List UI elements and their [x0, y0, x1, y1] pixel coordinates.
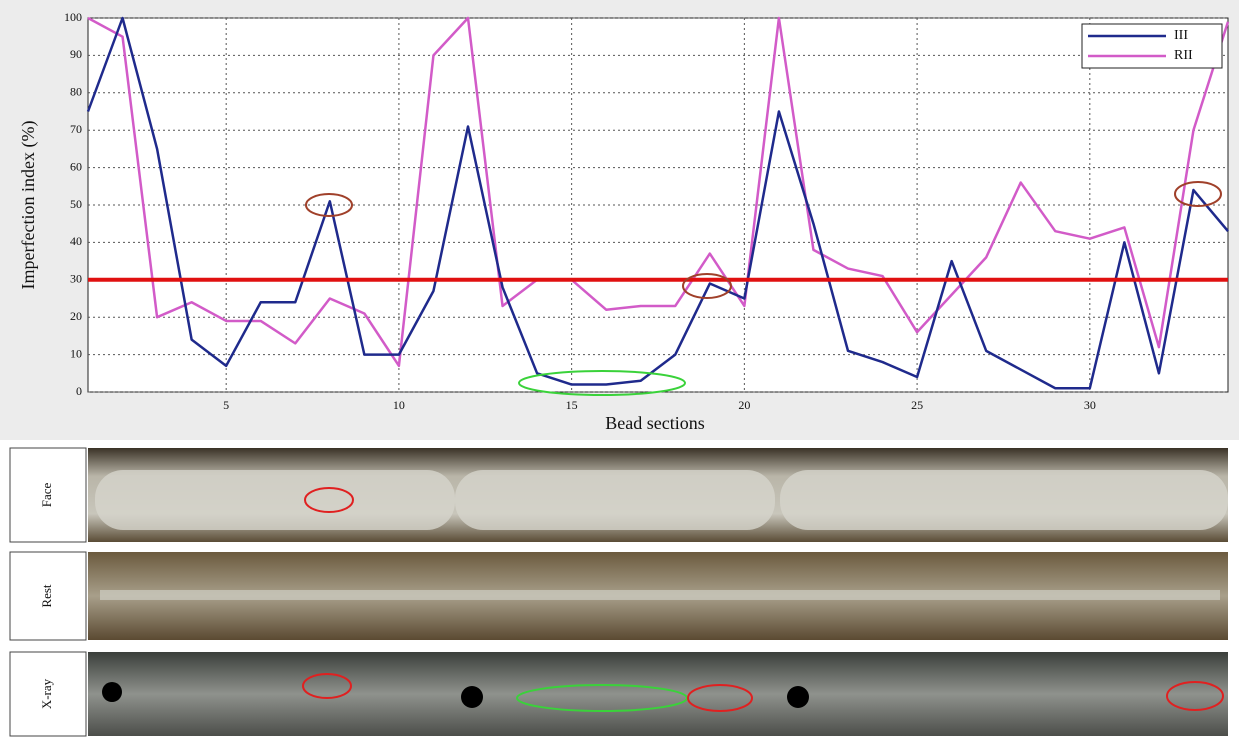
x-tick-label: 20: [738, 398, 750, 412]
weld-bead: [455, 470, 775, 530]
y-tick-label: 50: [70, 197, 82, 211]
y-tick-label: 90: [70, 47, 82, 61]
panel-label: Rest: [39, 584, 54, 608]
weld-root: [100, 590, 1220, 600]
photo-panels: Face Rest X-ray: [10, 448, 1228, 736]
hole: [787, 686, 809, 708]
photo: [88, 652, 1228, 736]
y-tick-label: 100: [64, 10, 82, 24]
y-tick-label: 0: [76, 384, 82, 398]
legend-label: III: [1174, 28, 1188, 43]
y-tick-label: 60: [70, 159, 82, 173]
y-tick-label: 70: [70, 122, 82, 136]
y-tick-label: 10: [70, 346, 82, 360]
y-tick-label: 80: [70, 85, 82, 99]
x-tick-label: 5: [223, 398, 229, 412]
panel-label: X-ray: [39, 678, 54, 709]
x-tick-label: 10: [393, 398, 405, 412]
x-tick-label: 15: [566, 398, 578, 412]
x-tick-label: 25: [911, 398, 923, 412]
legend: [1082, 24, 1222, 68]
hole: [461, 686, 483, 708]
panel-label: Face: [39, 483, 54, 508]
y-tick-label: 20: [70, 309, 82, 323]
legend-label: RII: [1174, 48, 1193, 63]
weld-bead: [780, 470, 1228, 530]
x-tick-label: 30: [1084, 398, 1096, 412]
y-axis-label: Imperfection index (%): [18, 121, 39, 290]
x-axis-label: Bead sections: [605, 413, 704, 433]
figure: 010203040506070809010051015202530IIIRII …: [0, 0, 1239, 737]
y-tick-label: 40: [70, 234, 82, 248]
weld-bead: [95, 470, 455, 530]
y-tick-label: 30: [70, 272, 82, 286]
hole: [102, 682, 122, 702]
